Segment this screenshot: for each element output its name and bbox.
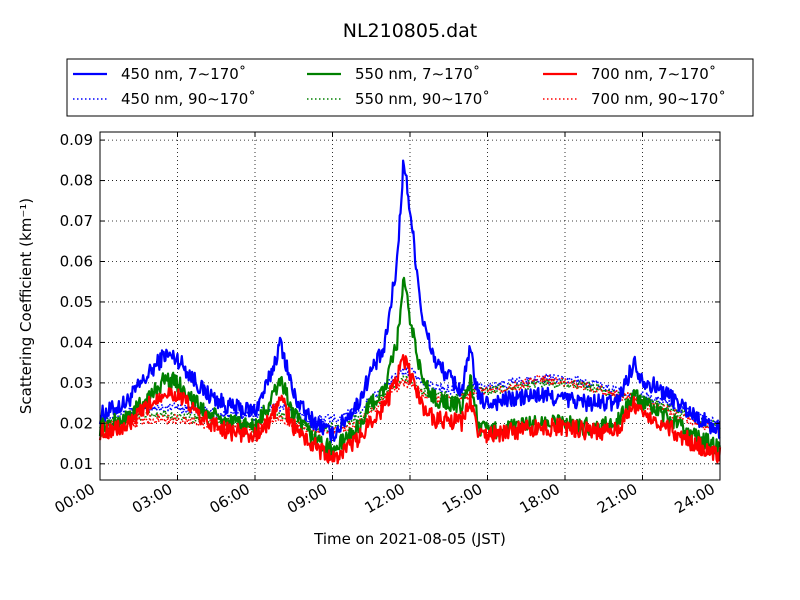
legend-frame <box>66 58 754 117</box>
y-tick-label: 0.02 <box>60 414 93 432</box>
legend-label: 450 nm, 90∼170˚ <box>121 90 256 108</box>
y-tick-label: 0.04 <box>60 333 93 351</box>
series-line <box>98 159 721 444</box>
y-tick-label: 0.05 <box>60 293 93 311</box>
series-group <box>98 159 722 465</box>
x-tick-label: 15:00 <box>439 480 485 517</box>
axes-frame <box>99 131 721 481</box>
y-tick-label: 0.06 <box>60 252 93 270</box>
x-tick-label: 06:00 <box>207 480 253 517</box>
legend-label: 450 nm, 7∼170˚ <box>121 65 246 83</box>
series-line <box>99 373 721 437</box>
x-tick-label: 03:00 <box>129 480 175 517</box>
y-tick-label: 0.03 <box>60 374 93 392</box>
x-tick-label: 24:00 <box>672 480 718 517</box>
x-tick-label: 00:00 <box>52 480 98 517</box>
legend-label: 700 nm, 7∼170˚ <box>591 65 716 83</box>
x-tick-label: 21:00 <box>594 480 640 517</box>
y-tick-label: 0.07 <box>60 212 93 230</box>
chart-title: NL210805.dat <box>343 20 478 42</box>
y-tick-label: 0.01 <box>60 455 93 473</box>
legend-label: 550 nm, 90∼170˚ <box>355 90 490 108</box>
y-tick-label: 0.08 <box>60 172 93 190</box>
series-line <box>98 276 722 460</box>
y-tick-label: 0.09 <box>60 131 93 149</box>
legend-label: 700 nm, 90∼170˚ <box>591 90 726 108</box>
legend: 450 nm, 7∼170˚ 550 nm, 7∼170˚ 700 nm, 7∼17… <box>66 58 754 117</box>
x-tick-label: 09:00 <box>284 480 330 517</box>
y-axis-label: Scattering Coefficient (km⁻¹) <box>17 198 35 414</box>
x-tick-label: 18:00 <box>517 480 563 517</box>
series-line <box>98 354 722 465</box>
x-tick-label: 12:00 <box>362 480 408 517</box>
x-axis-label: Time on 2021-08-05 (JST) <box>313 530 506 548</box>
legend-label: 550 nm, 7∼170˚ <box>355 65 480 83</box>
axes <box>99 131 721 481</box>
